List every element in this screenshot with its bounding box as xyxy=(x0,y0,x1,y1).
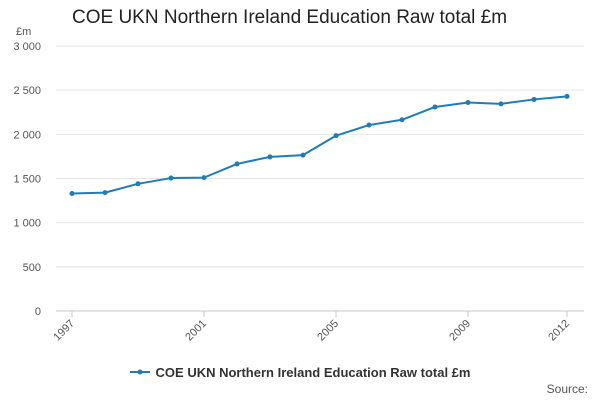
y-axis-unit-label: £m xyxy=(16,26,32,38)
data-point[interactable] xyxy=(267,154,273,160)
data-point[interactable] xyxy=(564,93,570,99)
data-point[interactable] xyxy=(168,175,174,181)
data-point[interactable] xyxy=(432,104,438,110)
y-tick-label: 2 500 xyxy=(13,85,41,97)
data-point[interactable] xyxy=(102,190,108,196)
x-tick-label: 2012 xyxy=(546,318,572,344)
series-line xyxy=(71,95,568,195)
x-tick-label: 2001 xyxy=(183,318,209,344)
legend-line-marker-icon xyxy=(129,369,150,375)
data-point[interactable] xyxy=(135,181,141,187)
y-tick-label: 1 000 xyxy=(13,218,41,230)
data-point[interactable] xyxy=(333,133,339,139)
data-point[interactable] xyxy=(69,191,75,197)
legend-label: COE UKN Northern Ireland Education Raw t… xyxy=(155,364,471,380)
x-tick-label: 2009 xyxy=(447,318,473,344)
x-tick-label: 2005 xyxy=(315,318,341,344)
data-point[interactable] xyxy=(201,175,207,181)
source-label: Source: xyxy=(546,382,588,396)
data-point[interactable] xyxy=(531,96,537,102)
data-point[interactable] xyxy=(234,161,240,167)
x-tick-label: 1997 xyxy=(51,318,77,344)
chart-title: COE UKN Northern Ireland Education Raw t… xyxy=(72,7,508,28)
data-point[interactable] xyxy=(366,122,372,128)
y-tick-label: 3 000 xyxy=(13,41,41,53)
y-tick-label: 2 000 xyxy=(13,129,41,141)
data-point[interactable] xyxy=(465,100,471,106)
data-point[interactable] xyxy=(300,152,306,158)
y-tick-label: 0 xyxy=(35,306,41,318)
series-layer xyxy=(69,93,570,197)
legend-item[interactable]: COE UKN Northern Ireland Education Raw t… xyxy=(129,364,471,380)
data-point[interactable] xyxy=(399,117,405,123)
legend: COE UKN Northern Ireland Education Raw t… xyxy=(0,364,600,382)
gridlines xyxy=(56,45,584,312)
y-tick-label: 1 500 xyxy=(13,174,41,186)
y-tick-label: 500 xyxy=(23,262,41,274)
data-point[interactable] xyxy=(498,101,504,107)
